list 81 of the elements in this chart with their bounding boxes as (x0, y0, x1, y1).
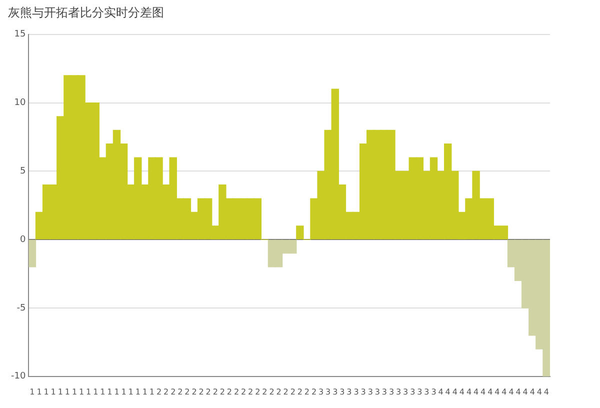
x-tick-label: 4 (502, 387, 507, 396)
chart-title: 灰熊与开拓者比分实时分差图 (8, 5, 164, 20)
x-tick-label: 3 (382, 387, 387, 396)
x-tick-label: 4 (516, 387, 521, 396)
x-tick-label: 1 (78, 387, 84, 396)
y-tick-label: 0 (20, 234, 26, 245)
x-tick-label: 2 (290, 387, 296, 396)
x-tick-label: 3 (417, 387, 422, 396)
x-tick-label: 4 (530, 387, 535, 396)
x-tick-label: 1 (58, 387, 63, 396)
x-tick-label: 2 (241, 387, 246, 396)
x-tick-label: 4 (452, 387, 458, 396)
x-tick-label: 1 (30, 387, 35, 396)
x-tick-label: 4 (488, 387, 493, 396)
x-tick-label: 3 (346, 387, 352, 396)
x-tick-label: 2 (178, 387, 183, 396)
y-tick-label: -5 (16, 303, 26, 314)
x-tick-label: 1 (135, 387, 140, 396)
x-tick-label: 3 (431, 387, 436, 396)
x-tick-label: 1 (64, 387, 70, 396)
x-tick-label: 1 (36, 387, 42, 396)
x-tick-label: 1 (50, 387, 56, 396)
x-tick-label: 2 (184, 387, 190, 396)
x-tick-label: 2 (276, 387, 282, 396)
x-tick-label: 2 (212, 387, 218, 396)
x-tick-label: 4 (459, 387, 464, 396)
x-tick-label: 1 (114, 387, 120, 396)
x-tick-label: 2 (311, 387, 317, 396)
x-tick-label: 2 (198, 387, 204, 396)
x-tick-label: 4 (522, 387, 528, 396)
x-tick-label: 1 (86, 387, 92, 396)
x-tick-label: 3 (388, 387, 394, 396)
y-tick-label: -10 (10, 372, 26, 382)
x-tick-label: 3 (354, 387, 359, 396)
x-tick-label: 3 (374, 387, 380, 396)
x-tick-label: 3 (326, 387, 331, 396)
x-tick-label: 1 (44, 387, 49, 396)
x-tick-label: 2 (234, 387, 240, 396)
x-tick-label: 3 (396, 387, 402, 396)
x-tick-label: 1 (100, 387, 106, 396)
x-tick-label: 2 (248, 387, 254, 396)
x-tick-label: 2 (297, 387, 302, 396)
x-tick-label: 1 (93, 387, 98, 396)
x-tick-label: 2 (164, 387, 169, 396)
x-tick-label: 1 (128, 387, 134, 396)
x-tick-label: 2 (220, 387, 225, 396)
x-tick-label: 4 (466, 387, 472, 396)
x-tick-label: 3 (403, 387, 408, 396)
x-tick-label: 2 (269, 387, 274, 396)
x-tick-label: 2 (255, 387, 260, 396)
x-tick-label: 1 (107, 387, 112, 396)
x-tick-label: 3 (368, 387, 373, 396)
x-tick-label: 1 (72, 387, 78, 396)
x-tick-label: 4 (445, 387, 450, 396)
x-tick-label: 3 (332, 387, 338, 396)
y-tick-label: 15 (14, 30, 26, 40)
x-tick-label: 4 (473, 387, 479, 396)
x-tick-label: 2 (226, 387, 232, 396)
y-tick-label: 10 (14, 98, 26, 108)
x-tick-label: 2 (283, 387, 288, 396)
x-tick-label: 4 (494, 387, 500, 396)
x-tick-label: 2 (206, 387, 211, 396)
x-tick-label: 4 (480, 387, 486, 396)
x-tick-label: 2 (262, 387, 268, 396)
x-tick-label: 1 (149, 387, 155, 396)
x-tick-label: 1 (121, 387, 126, 396)
x-tick-label: 4 (438, 387, 444, 396)
x-tick-label: 3 (424, 387, 430, 396)
x-tick-label: 3 (340, 387, 345, 396)
y-tick-label: 5 (20, 166, 26, 177)
x-tick-label: 1 (142, 387, 148, 396)
x-tick-label: 3 (410, 387, 416, 396)
x-tick-label: 2 (156, 387, 162, 396)
x-tick-label: 4 (536, 387, 542, 396)
x-tick-label: 4 (508, 387, 514, 396)
x-tick-label: 3 (318, 387, 324, 396)
x-tick-label: 2 (304, 387, 310, 396)
x-tick-label: 4 (544, 387, 550, 396)
x-tick-label: 3 (360, 387, 366, 396)
x-tick-label: 2 (192, 387, 197, 396)
x-tick-label: 2 (170, 387, 176, 396)
